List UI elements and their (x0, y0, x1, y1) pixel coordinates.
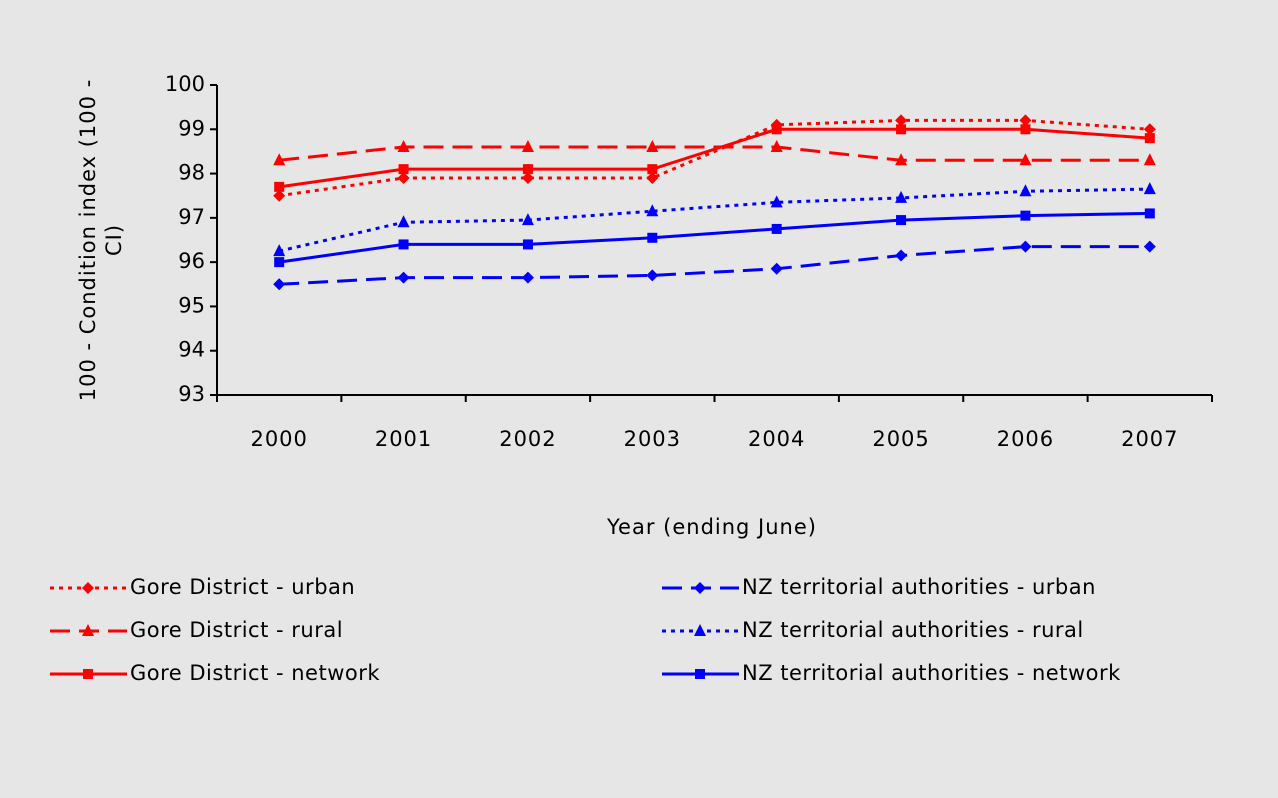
marker (771, 124, 782, 135)
marker (521, 213, 534, 226)
marker (1144, 133, 1155, 144)
y-tick-label: 95 (178, 293, 205, 317)
marker (1020, 124, 1031, 135)
marker (646, 269, 659, 282)
series-line (278, 118, 1150, 198)
marker (82, 582, 94, 594)
series-line (278, 187, 1150, 253)
marker (1144, 208, 1155, 219)
marker (1143, 123, 1156, 136)
marker (521, 172, 534, 184)
marker (1019, 240, 1032, 253)
marker (895, 114, 908, 127)
marker (895, 153, 908, 166)
y-tick-label: 94 (178, 338, 205, 362)
legend-label: Gore District - urban (130, 575, 355, 599)
marker (397, 271, 410, 284)
marker (522, 239, 533, 250)
y-tick-label: 98 (178, 161, 205, 185)
marker (694, 624, 706, 636)
marker (694, 582, 706, 594)
x-tick-label: 2003 (624, 427, 681, 451)
x-tick-label: 2007 (1121, 427, 1178, 451)
y-tick-label: 100 (165, 72, 205, 96)
marker (273, 189, 286, 202)
marker (646, 204, 659, 217)
marker (695, 669, 705, 679)
marker (1019, 184, 1032, 197)
y-tick-label: 93 (178, 382, 205, 406)
marker (770, 262, 783, 275)
marker (896, 215, 907, 226)
marker (647, 232, 658, 243)
marker (646, 172, 659, 184)
x-tick-label: 2004 (748, 427, 805, 451)
series-line (279, 245, 1150, 286)
legend-label: Gore District - rural (130, 618, 343, 642)
y-axis-label: 100 - Condition index (100 - CI) (76, 78, 126, 402)
marker (770, 195, 783, 208)
marker (273, 153, 286, 166)
marker (273, 244, 286, 257)
y-tick-label: 96 (178, 249, 205, 273)
marker (1143, 182, 1156, 195)
marker (82, 624, 94, 636)
marker (521, 140, 534, 152)
legend-label: NZ territorial authorities - urban (742, 575, 1096, 599)
marker (1019, 153, 1032, 166)
legend-label: Gore District - network (130, 661, 380, 685)
series-line (278, 211, 1150, 264)
y-tick-label: 99 (178, 116, 205, 140)
x-tick-label: 2002 (499, 427, 556, 451)
marker (896, 124, 907, 135)
legend-label: NZ territorial authorities - rural (742, 618, 1084, 642)
series-line (279, 145, 1150, 162)
marker (895, 249, 908, 262)
marker (274, 181, 285, 192)
x-tick-label: 2006 (997, 427, 1054, 451)
x-tick-label: 2000 (250, 427, 307, 451)
marker (770, 140, 783, 152)
x-axis-label: Year (ending June) (606, 515, 817, 539)
marker (647, 164, 658, 175)
marker (1143, 240, 1156, 253)
marker (274, 257, 285, 268)
legend-label: NZ territorial authorities - network (742, 661, 1121, 685)
y-tick-label: 97 (178, 205, 205, 229)
marker (646, 140, 659, 152)
marker (398, 239, 409, 250)
marker (273, 278, 286, 291)
marker (1019, 114, 1032, 127)
marker (397, 140, 410, 152)
marker (398, 164, 409, 175)
x-tick-label: 2001 (375, 427, 432, 451)
series-line (278, 127, 1150, 189)
marker (83, 669, 93, 679)
marker (1143, 153, 1156, 166)
marker (397, 215, 410, 228)
x-tick-label: 2005 (872, 427, 929, 451)
marker (397, 172, 410, 184)
marker (1020, 210, 1031, 221)
marker (895, 190, 908, 203)
marker (771, 223, 782, 234)
marker (522, 164, 533, 175)
marker (521, 271, 534, 284)
